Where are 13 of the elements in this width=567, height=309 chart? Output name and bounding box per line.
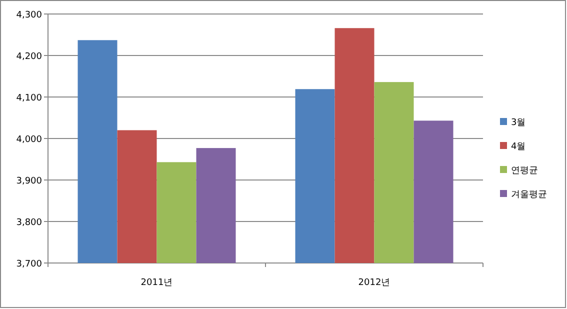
y-tick-label: 3,700 [16, 260, 42, 270]
legend-label: 겨울평균 [511, 190, 547, 200]
legend-label: 3월 [511, 118, 526, 128]
x-tick-label: 2012년 [358, 278, 390, 288]
legend-label: 4월 [511, 142, 526, 152]
y-tick-label: 4,100 [16, 94, 42, 104]
y-tick-label: 4,200 [16, 52, 42, 62]
y-tick-label: 4,000 [16, 135, 42, 145]
y-tick-label: 3,900 [16, 176, 42, 186]
y-tick-label: 4,300 [16, 10, 42, 20]
x-tick-label: 2011년 [140, 278, 173, 288]
y-tick-label: 3,800 [16, 218, 42, 228]
legend-label: 연평균 [511, 166, 538, 176]
